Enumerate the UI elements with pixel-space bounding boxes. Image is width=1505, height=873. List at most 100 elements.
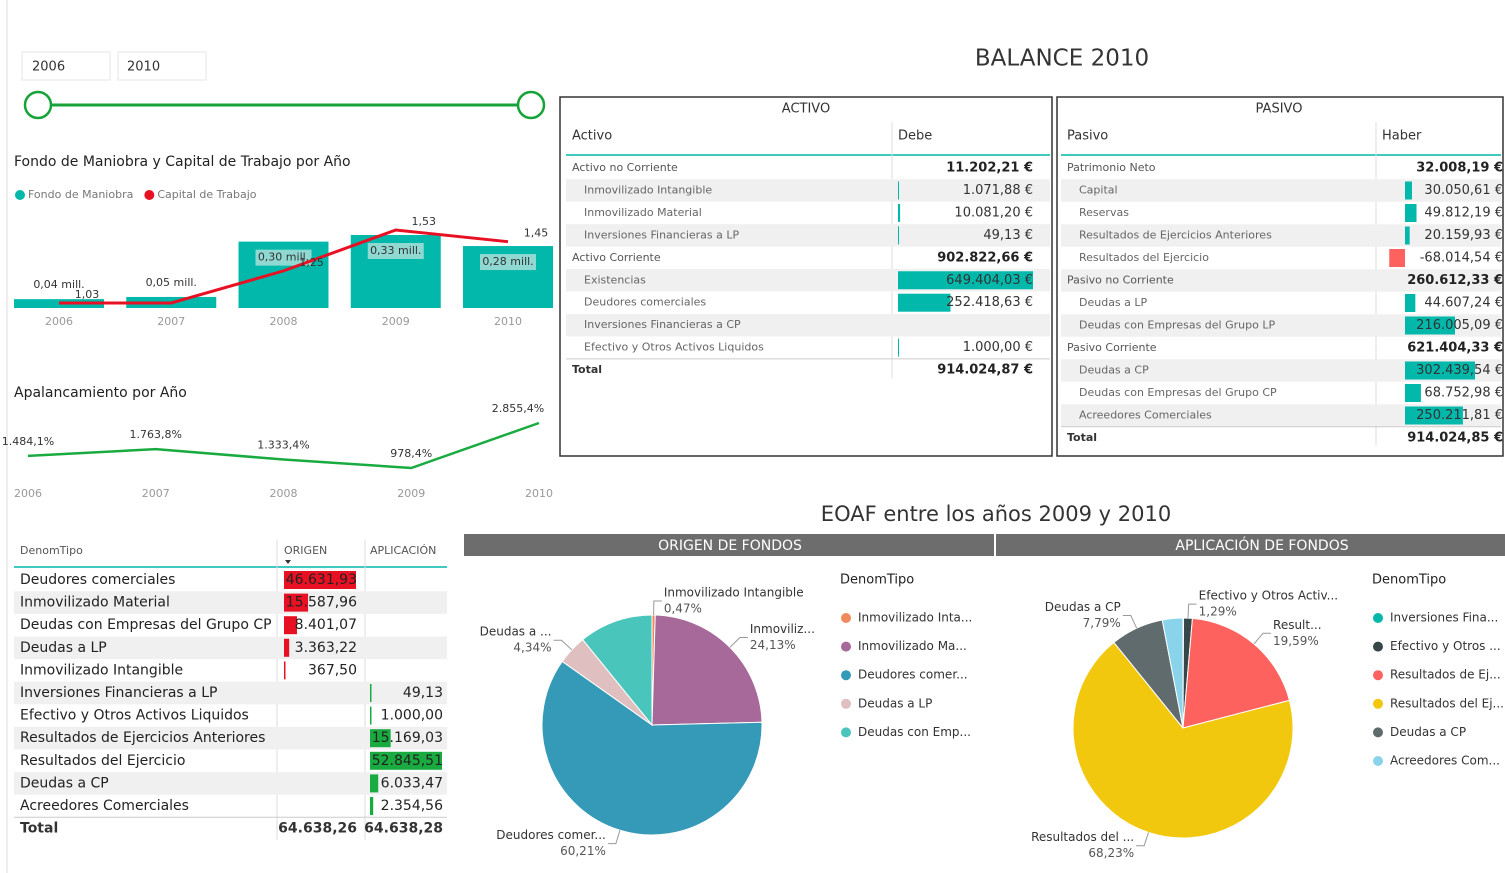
item-name: Existencias — [584, 273, 646, 286]
item-value: 302.439,54 € — [1416, 363, 1503, 378]
origen-value: 3.363,22 — [295, 640, 357, 656]
chart-title: Apalancamiento por Año — [14, 385, 187, 401]
item-name: Deudas a CP — [1079, 364, 1149, 377]
x-tick-label: 2010 — [525, 487, 553, 500]
slicer-end-box[interactable] — [117, 51, 207, 81]
data-bar — [1405, 316, 1455, 335]
origen-band — [464, 534, 994, 556]
origen-value: 367,50 — [308, 662, 357, 678]
data-label: 1,03 — [75, 288, 100, 301]
data-bar — [1405, 226, 1410, 245]
column-header: APLICACIÓN — [370, 544, 436, 557]
data-bar — [898, 181, 899, 200]
aplicacion-value: 49,13 — [403, 685, 443, 701]
slicer-start: 2006 — [32, 60, 65, 75]
total-value: 914.024,87 € — [937, 363, 1033, 378]
slider-handle[interactable] — [23, 90, 53, 120]
item-name: Inversiones Financieras a CP — [584, 318, 741, 331]
legend-dot — [841, 698, 851, 709]
data-bar — [898, 203, 901, 222]
row-name: Inmovilizado Material — [20, 595, 170, 611]
group-value: 11.202,21 € — [946, 161, 1033, 176]
item-name: Resultados de Ejercicios Anteriores — [1079, 229, 1272, 242]
row-name: Efectivo y Otros Activos Liquidos — [20, 708, 249, 724]
slicer-start-box[interactable] — [21, 51, 111, 81]
item-value: 10.081,20 € — [954, 205, 1033, 220]
column-header: Pasivo — [1067, 129, 1108, 144]
slice-value: 19,59% — [1273, 634, 1319, 648]
slice-value: 4,34% — [513, 641, 551, 655]
aplicacion-value: 2.354,56 — [381, 798, 443, 814]
total-name: Total — [20, 821, 58, 837]
slice-label: Deudas a CP — [1045, 600, 1121, 614]
data-label: 2.855,4% — [492, 402, 544, 415]
slice-label: Inmoviliz... — [750, 622, 815, 636]
item-value: -68.014,54 € — [1420, 251, 1503, 266]
x-tick-label: 2006 — [14, 487, 42, 500]
data-bar — [284, 616, 297, 635]
band-title: ORIGEN DE FONDOS — [658, 538, 802, 554]
item-value: 649.404,03 € — [946, 273, 1033, 288]
x-tick-label: 2008 — [270, 487, 298, 500]
item-value: 20.159,93 € — [1424, 228, 1503, 243]
row-band — [1061, 359, 1501, 382]
aplicacion-value: 15.169,03 — [372, 730, 443, 746]
pie-slice — [651, 614, 763, 726]
data-bar — [284, 593, 309, 612]
sort-arrow — [285, 560, 291, 564]
row-band — [1061, 179, 1501, 202]
data-label: 1.484,1% — [2, 435, 54, 448]
chart-title: Fondo de Maniobra y Capital de Trabajo p… — [14, 154, 351, 170]
legend-label: Deudas a LP — [858, 696, 932, 710]
data-label: 0,30 mill. — [258, 251, 309, 264]
legend-dot — [841, 727, 851, 738]
data-label: 1.763,8% — [130, 428, 182, 441]
group-name: Activo no Corriente — [572, 161, 678, 174]
x-tick-label: 2008 — [270, 315, 298, 328]
item-value: 44.607,24 € — [1424, 296, 1503, 311]
item-value: 49.812,19 € — [1424, 206, 1503, 221]
table-heading: ACTIVO — [782, 102, 830, 117]
data-bar — [1405, 294, 1416, 312]
slider-handle[interactable] — [516, 90, 546, 120]
legend-label: Inversiones Fina... — [1390, 611, 1498, 625]
legend-label: Efectivo y Otros ... — [1390, 639, 1501, 653]
data-bar — [284, 661, 286, 680]
slice-label: Deudas a ... — [480, 625, 552, 639]
data-bar — [1405, 204, 1417, 222]
total-value: 914.024,85 € — [1407, 431, 1503, 446]
leader-line — [1187, 603, 1197, 619]
aplicacion-value: 1.000,00 — [381, 708, 443, 724]
column-header: ORIGEN — [284, 544, 327, 557]
data-bar — [284, 638, 290, 657]
data-bar — [1405, 181, 1412, 200]
slice-label: Deudores comer... — [496, 828, 606, 842]
row-band — [1061, 404, 1501, 427]
legend-dot — [841, 613, 851, 623]
leader-line — [653, 600, 662, 616]
legend-dot — [1373, 756, 1383, 766]
row-band — [14, 772, 447, 795]
row-band — [14, 591, 447, 614]
legend-dot — [144, 190, 155, 200]
column-header: Activo — [572, 129, 612, 144]
row-band — [1061, 224, 1501, 247]
pie-slice — [1072, 641, 1294, 839]
data-label: 0,33 mill. — [370, 244, 421, 257]
leader-line — [607, 830, 621, 845]
aplicacion-band — [996, 534, 1505, 556]
row-band — [566, 179, 1050, 202]
group-name: Activo Corriente — [572, 251, 661, 264]
data-label: 978,4% — [390, 447, 432, 460]
row-band — [14, 636, 447, 660]
data-bar — [898, 271, 1033, 290]
legend-label: Deudas a CP — [1390, 725, 1466, 739]
data-label: 1,53 — [412, 215, 437, 228]
data-bar — [370, 729, 391, 748]
item-value: 1.071,88 € — [963, 183, 1033, 198]
slice-label: Efectivo y Otros Activ... — [1199, 589, 1338, 603]
total-value: 64.638,26 — [278, 821, 357, 837]
column-header: Debe — [898, 129, 932, 144]
data-bar — [1389, 249, 1405, 267]
